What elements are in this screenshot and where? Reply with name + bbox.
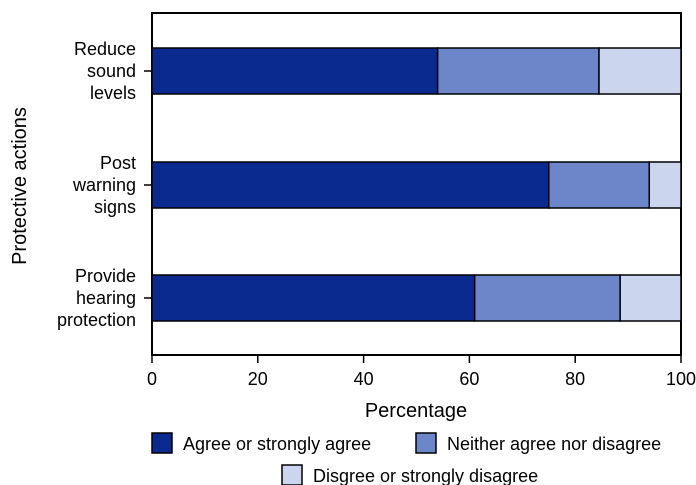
legend-label: Agree or strongly agree [183,434,371,454]
plot-area [151,12,682,356]
bar-2-2 [548,161,651,209]
y-category-label: sound [87,61,136,81]
bar-3-3 [619,274,682,322]
bar-1-2 [151,161,550,209]
bar-2-1 [436,47,600,95]
y-category-label: warning [72,175,136,195]
legend-swatch [151,432,173,454]
legend-swatch [281,464,303,485]
x-tick-label: 100 [666,369,696,389]
x-tick-label: 80 [565,369,585,389]
legend-swatch [415,432,437,454]
y-category-label: levels [90,83,136,103]
bar-3-2 [648,161,682,209]
y-category-label: signs [94,197,136,217]
bar-1-1 [151,47,439,95]
y-category-label: Post [100,153,136,173]
x-tick-label: 40 [354,369,374,389]
y-category-label: protection [57,310,136,330]
y-axis-label: Protective actions [9,107,31,265]
legend-label: Neither agree nor disagree [447,434,661,454]
x-tick-label: 0 [147,369,157,389]
bar-1-3 [151,274,476,322]
x-tick-label: 60 [459,369,479,389]
legend-label: Disgree or strongly disagree [313,466,538,485]
x-axis-label: Percentage [365,400,467,422]
legend: Agree or strongly agree Neither agree nor… [151,432,661,485]
bar-3-1 [598,47,682,95]
y-category-label: hearing [76,288,136,308]
bar-2-3 [473,274,621,322]
y-category-label: Reduce [74,39,136,59]
x-axis: 0 20 40 60 80 100 [147,355,696,389]
y-category-label: Provide [75,266,136,286]
x-tick-label: 20 [248,369,268,389]
